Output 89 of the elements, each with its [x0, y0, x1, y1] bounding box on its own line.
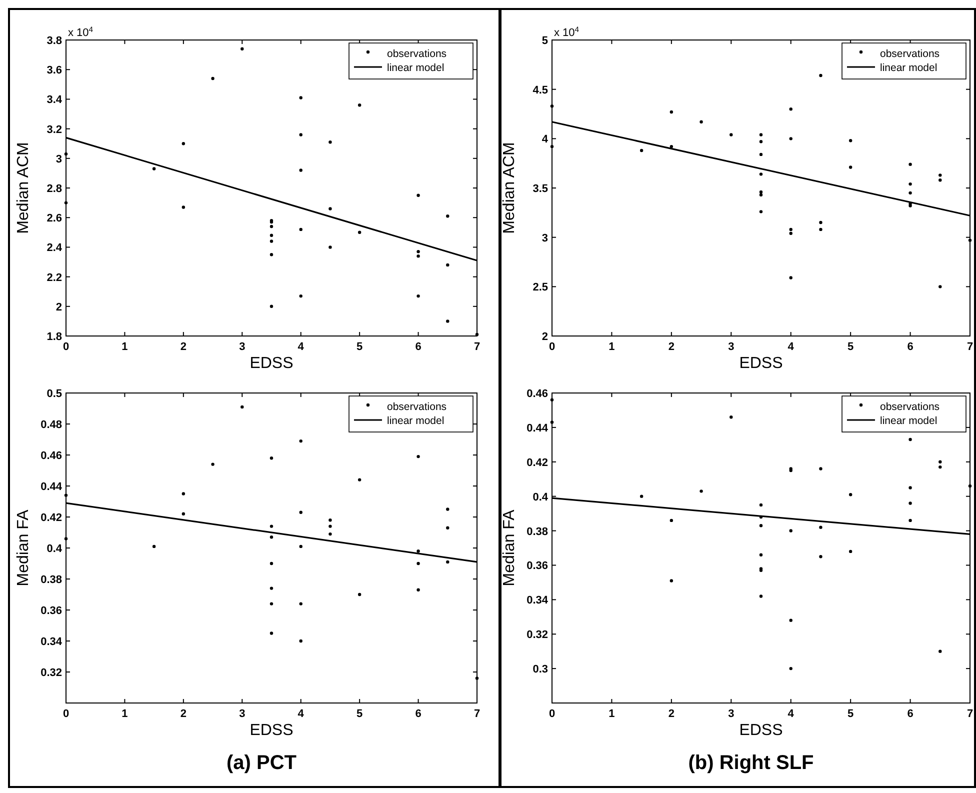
x-tick-label: 6 [907, 341, 914, 353]
x-tick-label: 4 [788, 341, 795, 353]
x-tick-label: 3 [728, 708, 734, 720]
y-tick-label: 3 [542, 232, 548, 244]
x-tick-label: 2 [180, 341, 186, 353]
x-tick-label: 3 [728, 341, 734, 353]
text: x 10$^{4}$ [68, 24, 94, 39]
y-tick-label: 0.5 [46, 388, 62, 400]
y-tick-label: 3.6 [46, 64, 62, 77]
x-tick-label: 0 [548, 708, 556, 720]
x-tick-label: 2 [668, 708, 674, 720]
legend-label: observations [880, 48, 940, 60]
y-tick-label: 3.2 [46, 124, 62, 136]
x-axis-title: EDSS [739, 722, 783, 739]
y-tick-label: 2.6 [46, 212, 62, 225]
x-tick-label: 2 [668, 341, 674, 353]
x-tick-label: 7 [966, 708, 974, 720]
y-tick-label: 4.5 [532, 84, 548, 96]
x-tick-label: 4 [298, 341, 305, 353]
y-tick-label: 0.4 [46, 543, 63, 555]
y-tick-label: 3.4 [46, 94, 63, 106]
x-tick-label: 5 [848, 341, 854, 353]
x-tick-label: 5 [356, 341, 363, 353]
x-tick-label: 5 [848, 708, 854, 720]
legend-label: observations [387, 401, 447, 413]
legend-label: linear model [387, 415, 444, 427]
y-tick-label: 2.5 [532, 282, 548, 294]
y-tick-label: 0.44 [40, 481, 63, 493]
y-tick-label: 2.8 [46, 183, 62, 195]
y-tick-label: 0.46 [526, 388, 548, 400]
x-tick-label: 1 [608, 708, 615, 720]
y-tick-label: 0.38 [40, 574, 62, 586]
x-tick-label: 7 [474, 341, 480, 353]
y-tick-label: 5 [542, 35, 548, 47]
y-tick-label: 3.5 [532, 183, 548, 195]
y-tick-label: 0.42 [40, 512, 62, 524]
x-tick-label: 3 [239, 341, 246, 353]
x-tick-label: 1 [608, 341, 615, 353]
y-tick-label: 4 [542, 134, 549, 146]
x-tick-label: 4 [298, 708, 305, 720]
x-tick-label: 0 [548, 341, 556, 353]
y-tick-label: 0.36 [526, 560, 548, 572]
x-tick-label: 3 [239, 708, 246, 720]
y-tick-label: 0.3 [532, 664, 548, 676]
x-tick-label: 6 [415, 708, 422, 720]
y-axis-title: Median ACM [15, 142, 32, 234]
text: (a) PCT [226, 752, 296, 774]
y-tick-label: 0.42 [526, 456, 548, 469]
x-tick-label: 7 [966, 341, 974, 353]
y-tick-label: 0.32 [40, 667, 62, 679]
y-tick-label: 0.48 [40, 419, 62, 431]
x-tick-label: 7 [474, 708, 480, 720]
y-tick-label: 3.8 [46, 35, 62, 47]
y-tick-label: 0.44 [526, 422, 549, 434]
y-axis-title: Median FA [15, 509, 32, 586]
y-tick-label: 3 [56, 153, 62, 166]
x-tick-label: 2 [180, 708, 186, 720]
legend-label: observations [880, 401, 940, 413]
x-tick-label: 0 [62, 708, 70, 720]
y-tick-label: 0.36 [40, 605, 62, 617]
y-tick-label: 0.34 [40, 636, 63, 648]
x-axis-title: EDSS [250, 355, 294, 372]
x-tick-label: 1 [122, 708, 128, 720]
x-axis-title: EDSS [739, 355, 783, 372]
y-tick-label: 0.32 [526, 629, 548, 642]
legend-label: linear model [387, 62, 444, 74]
y-tick-label: 0.4 [532, 491, 549, 504]
legend-label: linear model [880, 415, 938, 427]
y-tick-label: 0.38 [526, 526, 548, 538]
y-axis-title: Median FA [501, 509, 518, 586]
y-tick-label: 0.34 [526, 594, 549, 607]
x-tick-label: 1 [122, 341, 128, 353]
text: (b) Right SLF [688, 752, 814, 774]
y-tick-label: 2.4 [46, 242, 63, 254]
y-tick-label: 2.2 [46, 272, 62, 284]
x-axis-title: EDSS [250, 722, 294, 739]
y-tick-label: 1.8 [46, 331, 62, 343]
x-tick-label: 5 [356, 708, 363, 720]
y-tick-label: 2 [542, 331, 548, 343]
legend-label: linear model [880, 62, 938, 74]
legend-label: observations [387, 48, 447, 60]
x-tick-label: 6 [907, 708, 914, 720]
x-tick-label: 6 [415, 341, 422, 353]
y-tick-label: 2 [56, 301, 62, 314]
x-tick-label: 4 [788, 708, 795, 720]
y-tick-label: 0.46 [40, 450, 62, 462]
text: x 10$^{4}$ [554, 24, 580, 39]
x-tick-label: 0 [62, 341, 70, 353]
y-axis-title: Median ACM [501, 142, 518, 234]
